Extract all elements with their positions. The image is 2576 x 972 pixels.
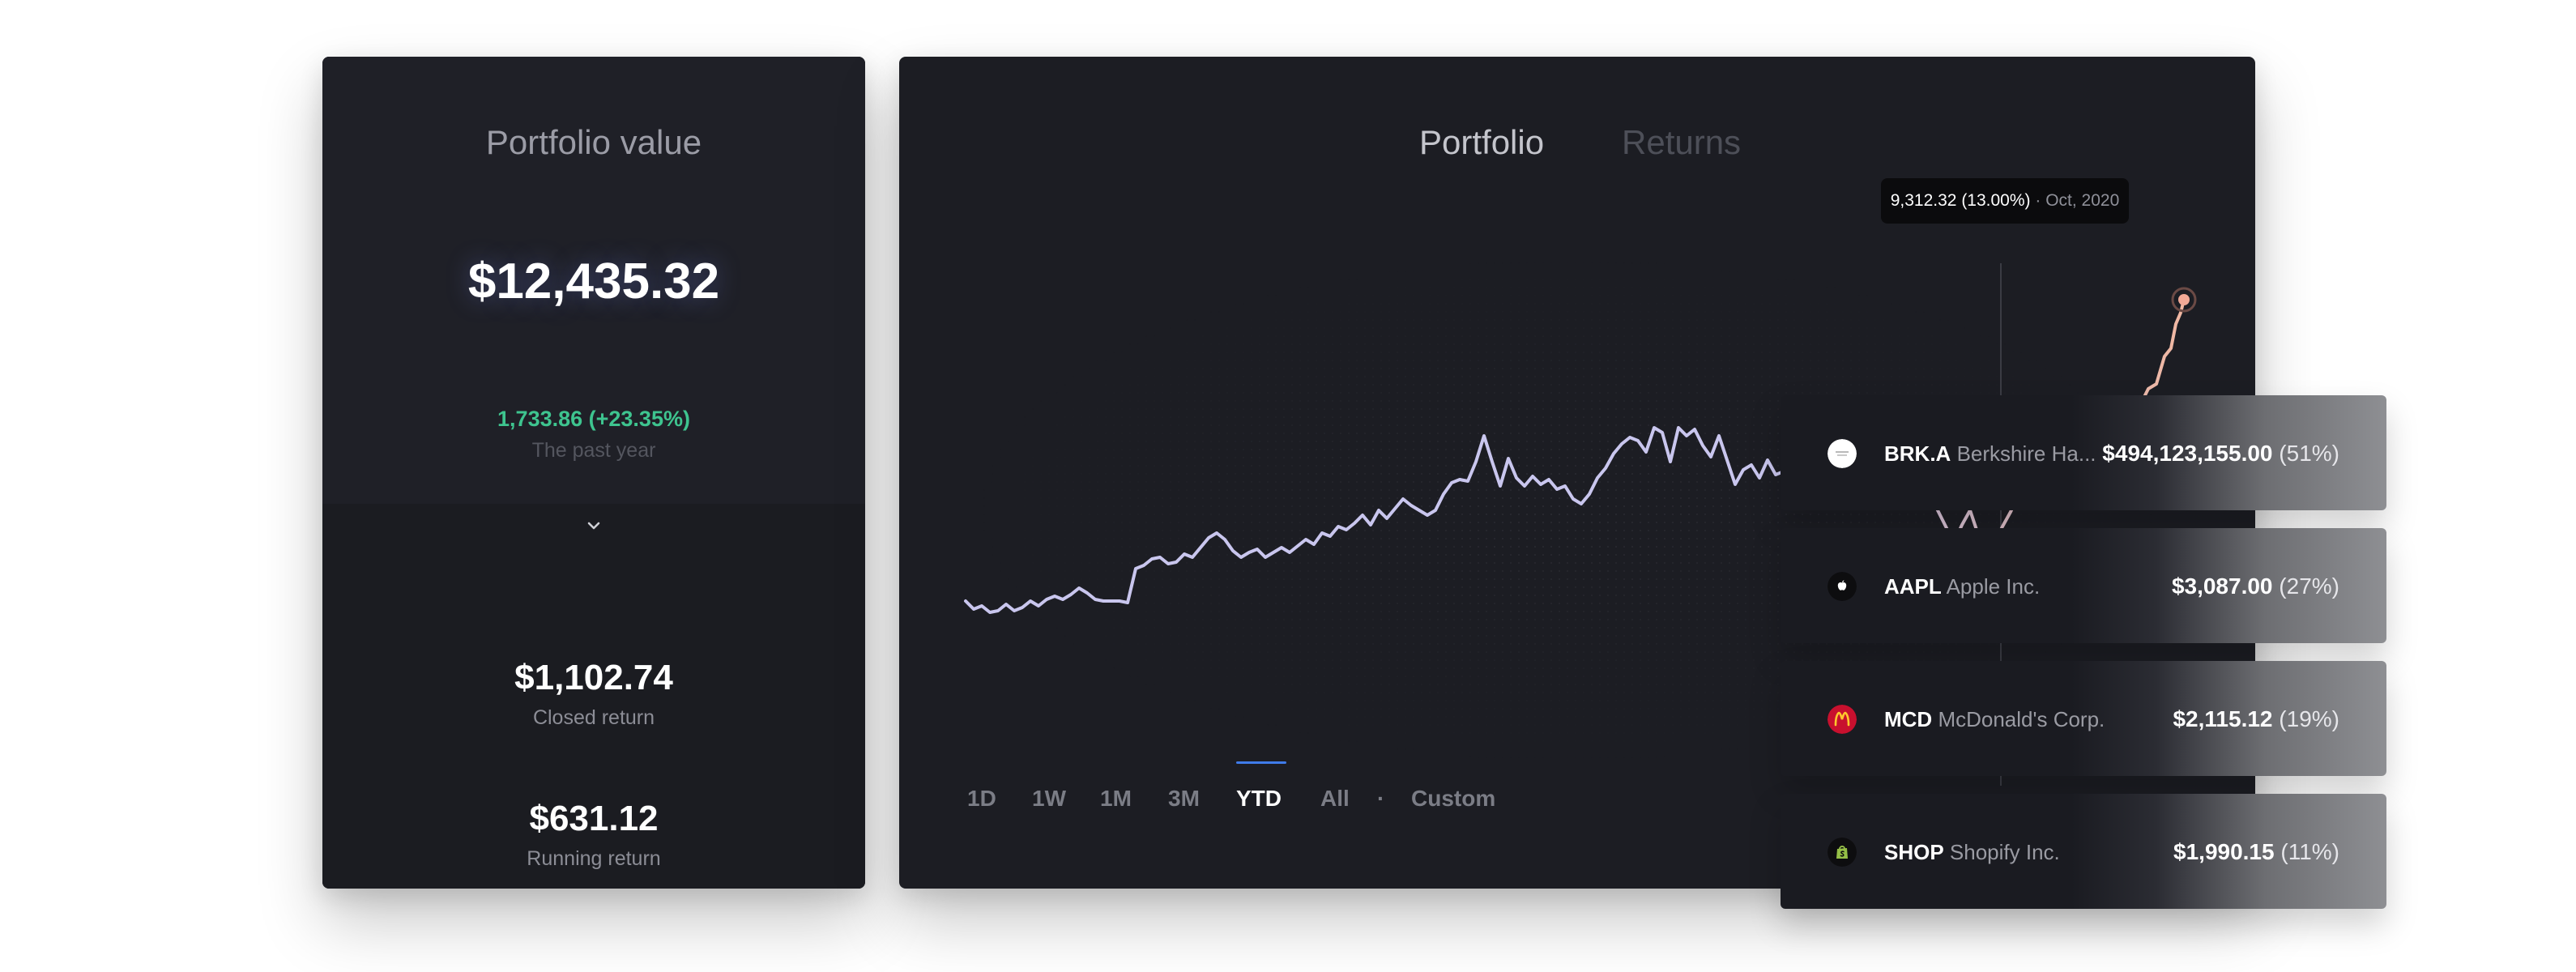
range-3m-button[interactable]: 3M xyxy=(1168,786,1200,811)
portfolio-value-amount: $12,435.32 xyxy=(467,254,720,309)
closed-return-value: $1,102.74 xyxy=(514,658,673,697)
holding-label: SHOP Shopify Inc. xyxy=(1884,838,2060,867)
holding-amount: $1,990.15 xyxy=(2173,839,2275,864)
holding-percent: (11%) xyxy=(2280,839,2339,864)
holding-row[interactable]: SHOP Shopify Inc. $1,990.15 (11%) xyxy=(1781,794,2386,909)
tooltip-value: 9,312.32 (13.00%) xyxy=(1890,191,2031,210)
holding-row[interactable]: AAPL Apple Inc. $3,087.00 (27%) xyxy=(1781,528,2386,643)
range-custom-button[interactable]: Custom xyxy=(1411,786,1496,811)
holding-ticker: SHOP xyxy=(1884,840,1944,864)
range-1m-button[interactable]: 1M xyxy=(1100,786,1132,811)
closed-return-label: Closed return xyxy=(532,706,655,729)
portfolio-value-title: Portfolio value xyxy=(485,123,702,161)
holding-value: $3,087.00 (27%) xyxy=(2172,572,2339,601)
portfolio-change: 1,733.86 (+23.35%) xyxy=(497,407,690,431)
holding-name: Berkshire Ha... xyxy=(1956,441,2096,466)
tab-returns[interactable]: Returns xyxy=(1622,123,1742,161)
holding-label: AAPL Apple Inc. xyxy=(1884,572,2040,601)
range-all-button[interactable]: All xyxy=(1320,786,1350,811)
tooltip-date: Oct, 2020 xyxy=(2045,191,2120,210)
range-1d-button[interactable]: 1D xyxy=(967,786,996,811)
chart-tooltip: 9,312.32 (13.00%) · Oct, 2020 xyxy=(1881,178,2129,224)
holding-value: $494,123,155.00 (51%) xyxy=(2102,439,2339,468)
holding-row[interactable]: BRK.A Berkshire Ha... $494,123,155.00 (5… xyxy=(1781,395,2386,510)
chevron-down-icon[interactable] xyxy=(583,515,604,536)
holding-amount: $3,087.00 xyxy=(2171,573,2273,599)
holding-value: $1,990.15 (11%) xyxy=(2173,838,2339,867)
range-ytd-button[interactable]: YTD xyxy=(1236,786,1282,811)
chart-hover-point xyxy=(2178,294,2190,305)
holding-ticker: BRK.A xyxy=(1884,441,1951,466)
portfolio-change-period: The past year xyxy=(531,439,656,462)
range-active-indicator xyxy=(1236,761,1286,764)
holding-label: MCD McDonald's Corp. xyxy=(1884,705,2105,734)
range-1w-button[interactable]: 1W xyxy=(1032,786,1066,811)
chart-hover-point-ring xyxy=(2171,287,2197,313)
holding-amount: $494,123,155.00 xyxy=(2102,441,2273,466)
holding-amount: $2,115.12 xyxy=(2173,706,2273,731)
holding-row[interactable]: MCD McDonald's Corp. $2,115.12 (19%) xyxy=(1781,661,2386,776)
portfolio-summary-card: Portfolio value $12,435.32 1,733.86 (+23… xyxy=(322,57,865,889)
holding-label: BRK.A Berkshire Ha... xyxy=(1884,439,2096,468)
tab-portfolio[interactable]: Portfolio xyxy=(1419,123,1545,161)
holding-percent: (51%) xyxy=(2279,441,2339,466)
holding-value: $2,115.12 (19%) xyxy=(2173,705,2339,734)
running-return-label: Running return xyxy=(527,847,661,870)
holding-ticker: AAPL xyxy=(1884,574,1942,599)
holding-name: McDonald's Corp. xyxy=(1938,707,2105,731)
holding-percent: (19%) xyxy=(2279,706,2339,731)
holding-name: Shopify Inc. xyxy=(1949,840,2060,864)
range-separator: · xyxy=(1377,786,1385,811)
holding-name: Apple Inc. xyxy=(1946,574,2041,599)
mcdonalds-logo-icon xyxy=(1828,705,1857,734)
tooltip-separator: · xyxy=(2030,191,2046,210)
summary-bottom-section xyxy=(322,504,865,889)
berkshire-logo-icon xyxy=(1828,439,1857,468)
summary-top-section xyxy=(322,57,865,504)
holding-percent: (27%) xyxy=(2279,573,2339,599)
shopify-logo-icon xyxy=(1828,838,1857,867)
apple-logo-icon xyxy=(1828,572,1857,601)
running-return-value: $631.12 xyxy=(529,799,659,838)
holding-ticker: MCD xyxy=(1884,707,1933,731)
